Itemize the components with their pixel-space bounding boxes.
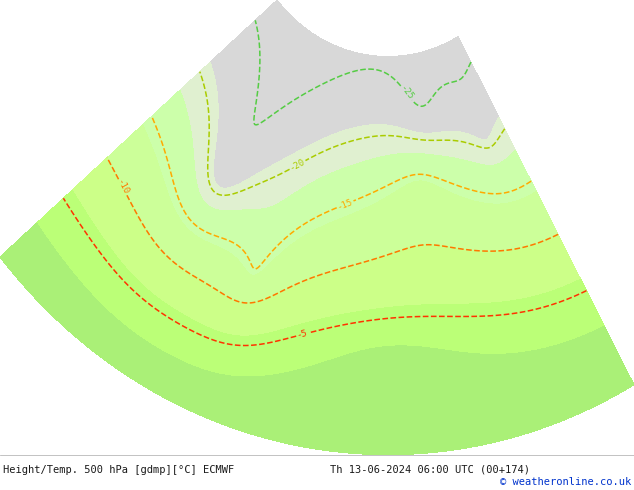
Text: -5: -5 [296, 329, 309, 340]
Text: -15: -15 [336, 197, 354, 212]
Text: © weatheronline.co.uk: © weatheronline.co.uk [500, 477, 631, 487]
Text: -25: -25 [398, 84, 415, 102]
Text: Height/Temp. 500 hPa [gdmp][°C] ECMWF: Height/Temp. 500 hPa [gdmp][°C] ECMWF [3, 465, 235, 475]
Text: -10: -10 [115, 178, 131, 196]
Text: -20: -20 [288, 157, 307, 173]
Text: Th 13-06-2024 06:00 UTC (00+174): Th 13-06-2024 06:00 UTC (00+174) [330, 465, 529, 475]
